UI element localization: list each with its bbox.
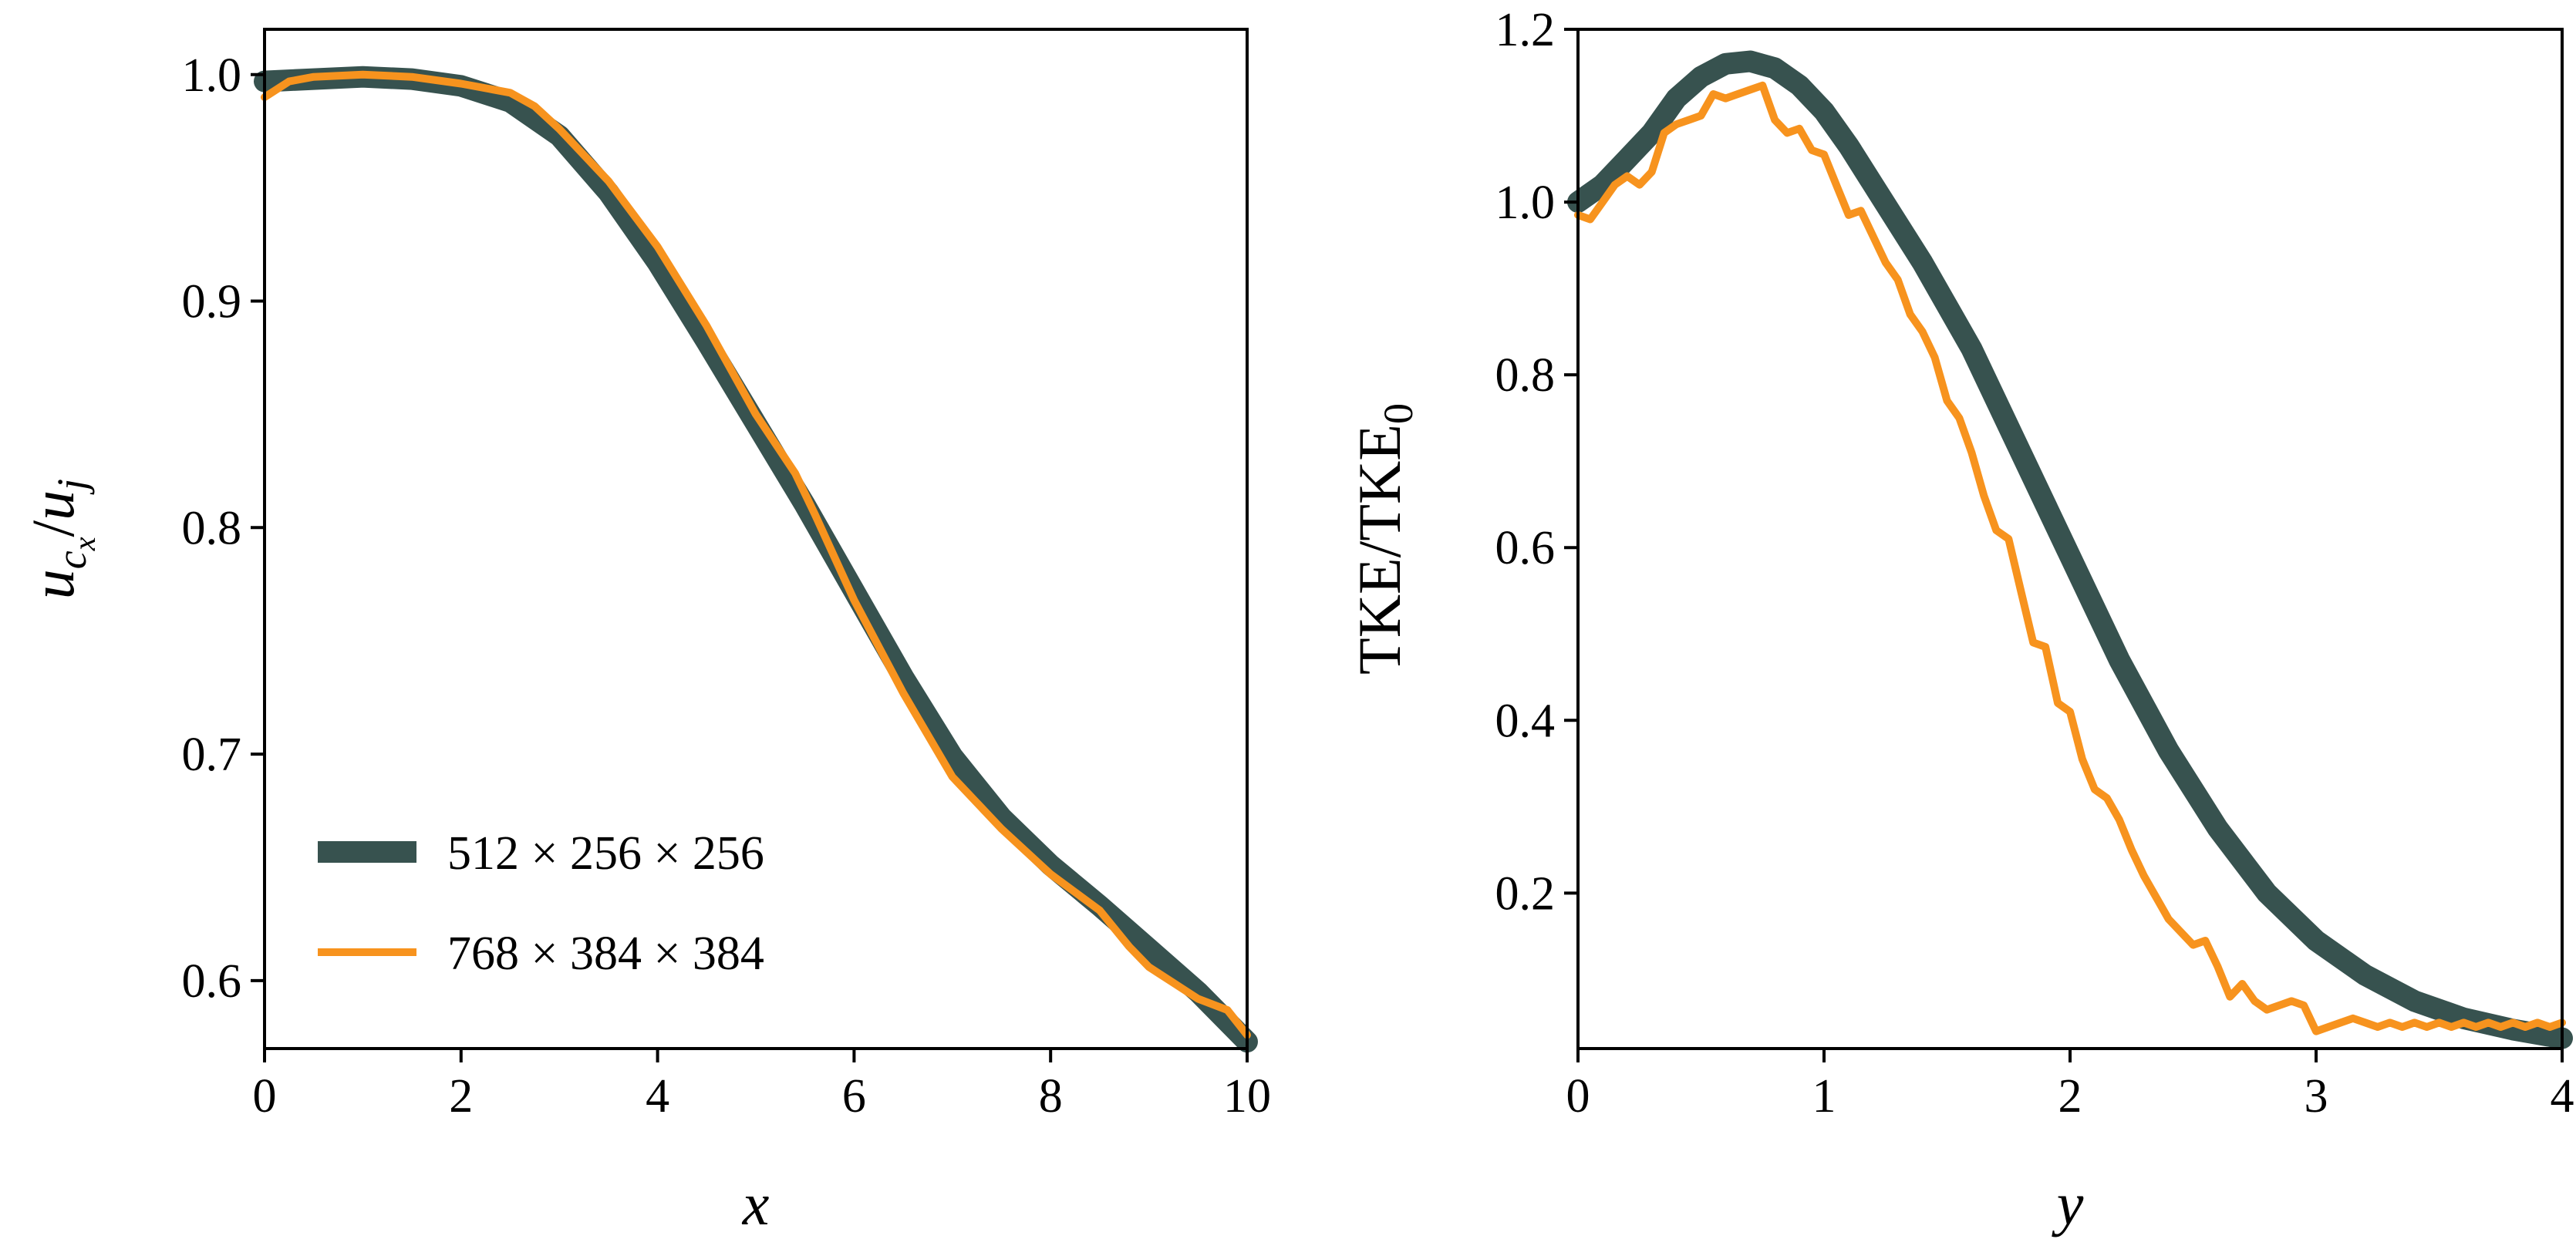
x-tick-label: 10 [1223,1070,1271,1123]
y-tick-label: 0.7 [182,729,242,781]
y-tick-label: 1.0 [1495,177,1556,229]
legend: 512 × 256 × 256 768 × 384 × 384 [318,827,764,980]
plot-frame [263,28,1249,1050]
left-plot: 0 2 4 6 8 10 0.6 0.7 0.8 0.9 1.0 x ucx/uj 512 × 256 ×… [19,28,1271,1237]
x-tick-label: 1 [1812,1070,1836,1123]
legend-label: 768 × 384 × 384 [447,928,764,980]
series-line-fine [261,70,1251,1039]
y-tick-label: 0.6 [182,955,242,1008]
x-tick-label: 0 [1566,1070,1590,1123]
y-axis-label: ucx/uj [19,479,102,599]
y-tick-label: 0.9 [182,276,242,328]
series-line-fine [1574,81,2566,1035]
y-tick-label: 0.8 [1495,349,1556,402]
y-tick-label: 0.2 [1495,867,1556,920]
right-plot: 0 1 2 3 4 0.2 0.4 0.6 0.8 1.0 1.2 y TKE/TKE0 [1346,4,2574,1237]
x-tick-label: 0 [253,1070,277,1123]
y-tick-label: 0.8 [182,502,242,554]
y-tick-label: 0.6 [1495,522,1556,574]
x-tick-label: 2 [449,1070,473,1123]
x-axis-label: x [742,1170,770,1237]
y-axis-label: TKE/TKE0 [1346,403,1421,675]
series-line-coarse [254,66,1258,1053]
x-tick-label: 4 [2551,1070,2574,1123]
x-axis-label: y [2052,1170,2084,1237]
y-tick-label: 1.2 [1495,4,1556,56]
legend-label: 512 × 256 × 256 [447,827,764,880]
x-tick-label: 6 [842,1070,866,1123]
series-line-coarse [1567,50,2573,1049]
y-tick-label: 0.4 [1495,695,1556,747]
x-tick-label: 3 [2305,1070,2328,1123]
y-tick-label: 1.0 [182,49,242,102]
x-tick-label: 2 [2058,1070,2082,1123]
x-tick-label: 4 [646,1070,669,1123]
x-tick-label: 8 [1039,1070,1063,1123]
